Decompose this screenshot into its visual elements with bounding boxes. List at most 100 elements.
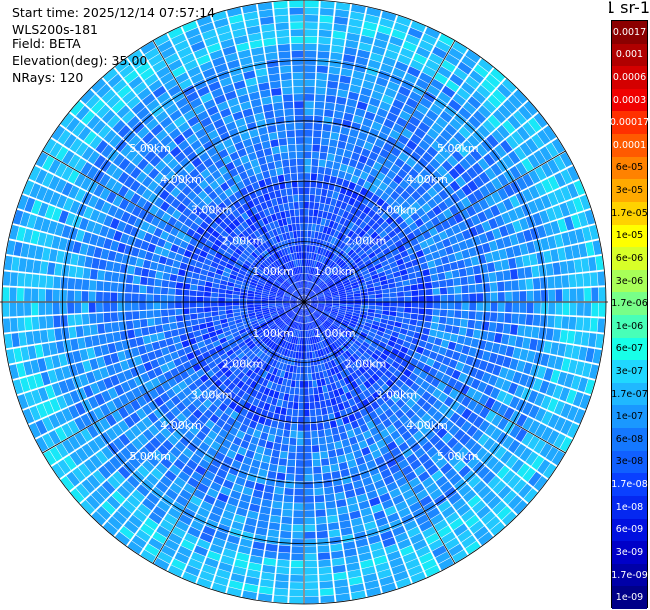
ray-cell: [317, 318, 323, 324]
ray-cell: [315, 309, 322, 315]
ray-cell: [260, 461, 270, 471]
ray-cell: [346, 212, 354, 221]
ray-cell: [362, 80, 375, 90]
ray-cell: [351, 152, 360, 161]
ray-cell: [374, 479, 386, 490]
ray-cell: [397, 297, 405, 302]
ray-cell: [193, 545, 208, 557]
ray-cell: [361, 302, 369, 306]
ray-cell: [351, 215, 359, 224]
ray-cell: [238, 500, 250, 510]
ray-cell: [334, 266, 341, 273]
ray-cell: [399, 482, 411, 494]
ray-cell: [436, 212, 447, 223]
ray-cell: [552, 385, 564, 399]
ray-cell: [561, 358, 571, 372]
ray-cell: [224, 541, 239, 552]
ray-cell: [162, 272, 171, 281]
ray-cell: [319, 325, 325, 332]
ray-cell: [425, 358, 435, 367]
ray-cell: [407, 27, 423, 39]
ray-cell: [365, 158, 376, 168]
ray-cell: [331, 557, 345, 566]
ray-cell: [222, 548, 237, 559]
ray-cell: [568, 274, 577, 288]
ray-cell: [444, 486, 457, 499]
ray-cell: [146, 302, 154, 310]
ray-cell: [562, 302, 570, 316]
ray-cell: [346, 271, 354, 277]
ray-cell: [320, 283, 326, 289]
ray-cell: [308, 380, 313, 388]
ray-cell: [420, 380, 430, 391]
ray-cell: [309, 245, 313, 253]
ray-cell: [372, 416, 382, 426]
ray-cell: [350, 333, 358, 340]
ray-cell: [437, 500, 451, 513]
ray-cell: [209, 544, 224, 555]
ray-cell: [299, 308, 303, 316]
ray-cell: [347, 459, 357, 469]
ray-cell: [304, 209, 309, 216]
ray-cell: [204, 557, 219, 568]
ray-cell: [335, 318, 342, 324]
ray-cell: [511, 459, 525, 473]
ray-cell: [304, 302, 306, 309]
ray-cell: [407, 526, 421, 538]
ray-cell: [353, 427, 362, 436]
ray-cell: [427, 128, 439, 140]
ray-cell: [454, 429, 466, 441]
ray-cell: [485, 230, 495, 242]
ray-cell: [332, 306, 339, 310]
ray-cell: [311, 299, 318, 302]
ray-cell: [522, 467, 536, 482]
ray-cell: [304, 86, 315, 94]
ray-cell: [566, 330, 576, 344]
ray-cell: [339, 520, 351, 529]
ray-cell: [308, 307, 314, 313]
ray-cell: [424, 163, 436, 175]
ray-cell: [308, 252, 312, 260]
ray-cell: [513, 146, 527, 161]
ray-cell: [52, 302, 60, 315]
ray-cell: [326, 88, 337, 96]
ray-cell: [307, 259, 311, 267]
ray-cell: [383, 118, 395, 129]
ray-cell: [314, 488, 324, 496]
ray-cell: [557, 343, 567, 357]
ray-cell: [294, 488, 304, 496]
ray-cell: [376, 267, 384, 274]
ray-cell: [310, 267, 314, 275]
ray-cell: [516, 413, 528, 427]
ray-cell: [508, 94, 523, 109]
ray-cell: [176, 321, 185, 329]
ray-cell: [342, 385, 350, 394]
ray-cell: [260, 394, 268, 403]
ray-cell: [295, 351, 299, 359]
ray-cell: [433, 295, 441, 302]
ray-cell: [335, 380, 342, 389]
ray-cell: [418, 224, 428, 234]
ray-cell: [218, 310, 226, 316]
ray-cell: [388, 230, 397, 239]
ray-cell: [315, 269, 320, 277]
ray-cell: [502, 435, 515, 449]
ray-cell: [236, 552, 250, 562]
ray-cell: [309, 395, 315, 402]
ray-cell: [290, 423, 298, 431]
ray-cell: [394, 276, 402, 283]
ray-cell: [278, 204, 285, 212]
ray-cell: [245, 449, 255, 459]
ray-cell: [331, 254, 338, 262]
ray-cell: [371, 373, 380, 382]
ray-cell: [440, 339, 450, 349]
ray-cell: [451, 243, 461, 253]
ray-cell: [286, 349, 291, 357]
ray-cell: [327, 353, 333, 361]
ray-cell: [267, 125, 277, 134]
ray-cell: [467, 275, 476, 285]
ray-cell: [342, 319, 350, 325]
ray-cell: [330, 213, 337, 222]
ray-cell: [281, 340, 287, 348]
ray-cell: [404, 335, 413, 343]
